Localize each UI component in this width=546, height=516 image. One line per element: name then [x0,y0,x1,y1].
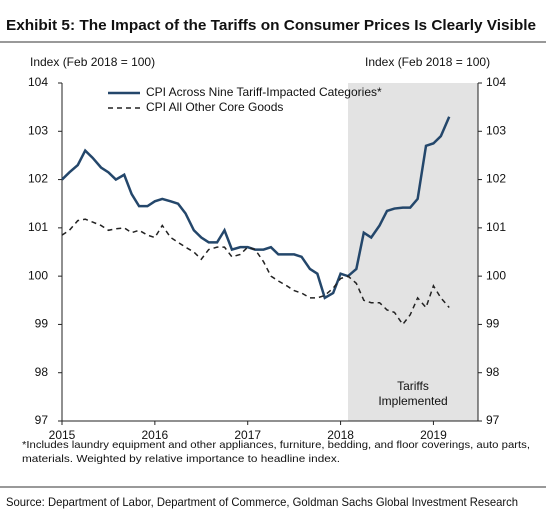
y-tick-label: 98 [35,365,49,379]
x-tick-label: 2015 [49,428,76,442]
y-tick-label: 101 [28,220,48,234]
x-tick-label: 2016 [142,428,169,442]
y2-tick-label: 103 [486,123,506,137]
y-tick-label: 102 [28,172,48,186]
y2-axis-label: Index (Feb 2018 = 100) [365,55,490,69]
y-tick-label: 103 [28,123,48,137]
y-axis-label: Index (Feb 2018 = 100) [30,55,155,69]
chart-title: Exhibit 5: The Impact of the Tariffs on … [6,17,536,34]
x-tick-label: 2017 [234,428,261,442]
y2-tick-label: 99 [486,317,500,331]
shaded-label: Implemented [378,394,447,408]
y2-tick-label: 98 [486,365,500,379]
shaded-label: Tariffs [397,379,429,393]
y-tick-label: 104 [28,75,48,89]
shaded-region [348,83,478,421]
y2-tick-label: 100 [486,268,506,282]
y-tick-label: 100 [28,268,48,282]
series-line [61,218,450,326]
x-tick-label: 2019 [420,428,447,442]
source: Source: Department of Labor, Department … [6,495,518,509]
y2-tick-label: 97 [486,413,500,427]
legend-label: CPI Across Nine Tariff-Impacted Categori… [146,85,382,99]
series-line [61,116,451,300]
footnote: *Includes laundry equipment and other ap… [22,439,530,451]
y2-tick-label: 104 [486,75,506,89]
legend-label: CPI All Other Core Goods [146,100,283,114]
y-tick-label: 99 [35,317,49,331]
y-tick-label: 97 [35,413,49,427]
y2-tick-label: 101 [486,220,506,234]
x-tick-label: 2018 [327,428,354,442]
y2-tick-label: 102 [486,172,506,186]
footnote: materials. Weighted by relative importan… [22,453,340,465]
